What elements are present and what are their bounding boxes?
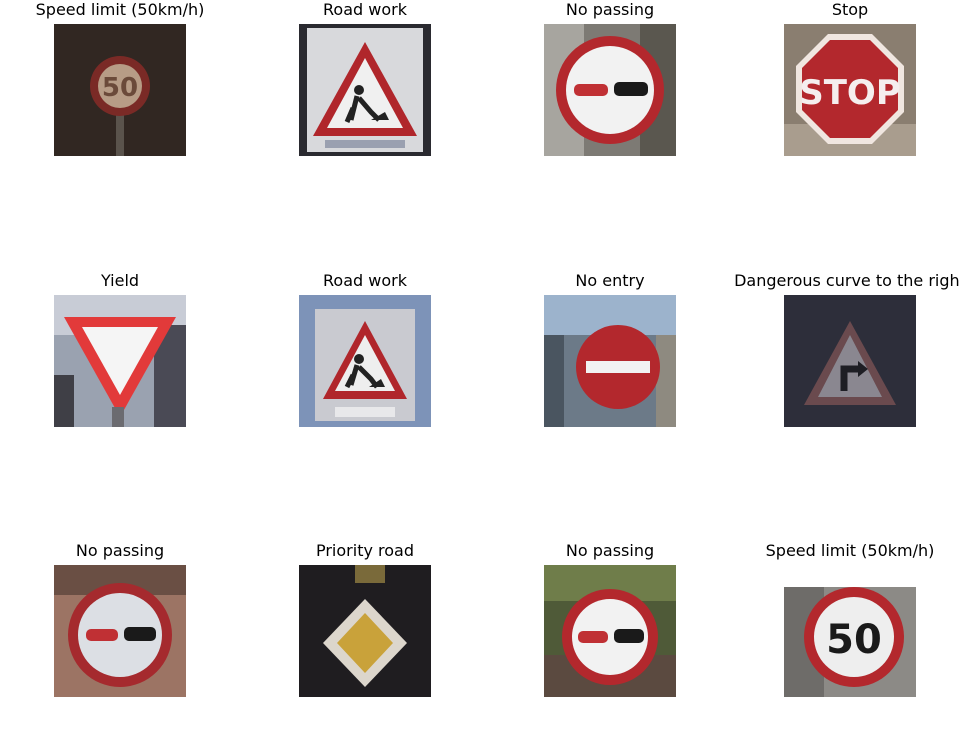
sign-text: STOP (799, 73, 901, 113)
sign-number: 50 (102, 73, 138, 103)
panel-title: Dangerous curve to the right (734, 271, 960, 290)
panel-priority-road: Priority road (245, 541, 485, 741)
speed-limit-50-sign-image: 50 (54, 24, 186, 156)
panel-title: No passing (565, 0, 655, 19)
no-passing-sign-icon (54, 565, 186, 697)
panel-no-passing-a: No passing (490, 0, 730, 200)
no-passing-sign-image (54, 565, 186, 697)
panel-road-work-a: Road work (245, 0, 485, 200)
panel-no-passing-c: No passing (490, 541, 730, 741)
panel-title: Stop (831, 0, 869, 19)
no-entry-sign-icon (544, 295, 676, 427)
panel-road-work-b: Road work (245, 271, 485, 471)
panel-title: Priority road (315, 541, 414, 560)
no-passing-sign-icon (544, 565, 676, 697)
road-work-sign-image (299, 24, 431, 156)
panel-speed-limit-50-b: Speed limit (50km/h) 50 (730, 541, 960, 741)
road-work-sign-icon (299, 24, 431, 156)
panel-no-entry: No entry (490, 271, 730, 471)
no-passing-sign-image (544, 24, 676, 156)
panel-title: No entry (575, 271, 645, 290)
speed-limit-50-sign-icon: 50 (54, 24, 186, 156)
no-entry-sign-image (544, 295, 676, 427)
speed-limit-50-sign-image: 50 (784, 565, 916, 697)
priority-road-sign-icon (299, 565, 431, 697)
sign-number: 50 (826, 617, 882, 663)
panel-title: No passing (565, 541, 655, 560)
panel-yield: Yield (0, 271, 240, 471)
stop-sign-image: STOP (784, 24, 916, 156)
stop-sign-icon: STOP (784, 24, 916, 156)
road-work-sign-icon (299, 295, 431, 427)
yield-sign-icon (54, 295, 186, 427)
panel-title: Yield (100, 271, 140, 290)
speed-limit-50-sign-icon: 50 (784, 565, 916, 697)
panel-title: No passing (75, 541, 165, 560)
panel-stop: Stop STOP (730, 0, 960, 200)
panel-dangerous-curve-right: Dangerous curve to the right (730, 271, 960, 471)
panel-title: Speed limit (50km/h) (35, 0, 205, 19)
no-passing-sign-icon (544, 24, 676, 156)
yield-sign-image (54, 295, 186, 427)
dangerous-curve-right-sign-icon (784, 295, 916, 427)
priority-road-sign-image (299, 565, 431, 697)
panel-title: Road work (323, 271, 407, 290)
no-passing-sign-image (544, 565, 676, 697)
panel-title: Road work (323, 0, 407, 19)
road-work-sign-image (299, 295, 431, 427)
panel-no-passing-b: No passing (0, 541, 240, 741)
panel-speed-limit-50-a: Speed limit (50km/h) 50 (0, 0, 240, 200)
panel-title: Speed limit (50km/h) (765, 541, 935, 560)
dangerous-curve-right-sign-image (784, 295, 916, 427)
